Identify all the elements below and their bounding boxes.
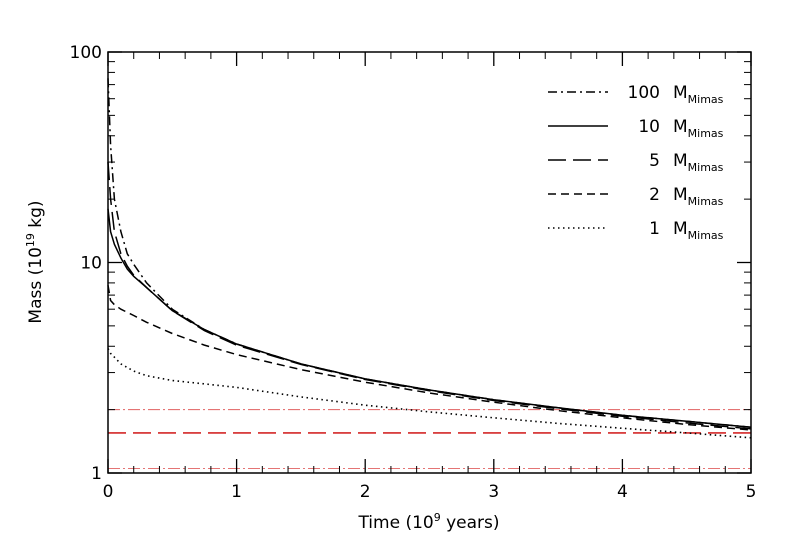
x-tick-label: 4 [617,482,628,502]
legend-item-1-mimas: 1 MMimas [548,219,724,242]
series-lines [107,78,752,439]
x-tick-label: 1 [231,482,242,502]
series-line-5-mimas [107,162,752,430]
reference-lines [108,409,751,469]
y-tick-label: 10 [80,254,102,274]
series-line-10-mimas [107,208,752,428]
x-tick-label: 5 [746,482,757,502]
legend-value: 2 [649,185,660,205]
y-axis-title: Mass (1019 kg) [24,200,46,323]
x-tick-label: 0 [103,482,114,502]
legend-unit: MMimas [673,151,724,174]
series-line-1-mimas [107,348,752,439]
axis-ticks [107,51,752,474]
legend-value: 1 [649,219,660,239]
legend-value: 10 [638,117,660,137]
x-axis-title: Time (109 years) [357,511,499,533]
legend-value: 100 [628,83,660,103]
x-tick-label: 2 [360,482,371,502]
legend-unit: MMimas [673,219,724,242]
y-tick-label: 1 [91,464,102,484]
legend-unit: MMimas [673,185,724,208]
legend: 100 MMimas 10 MMimas 5 MMimas 2 MMimas 1 MMimas [548,83,724,242]
legend-unit: MMimas [673,117,724,140]
legend-value: 5 [649,151,660,171]
legend-unit: MMimas [673,83,724,106]
y-tick-label: 100 [70,43,102,63]
x-tick-label: 3 [488,482,499,502]
legend-item-100-mimas: 100 MMimas [548,83,724,106]
series-line-2-mimas [107,285,752,431]
legend-item-10-mimas: 10 MMimas [548,117,724,140]
legend-item-2-mimas: 2 MMimas [548,185,724,208]
legend-item-5-mimas: 5 MMimas [548,151,724,174]
